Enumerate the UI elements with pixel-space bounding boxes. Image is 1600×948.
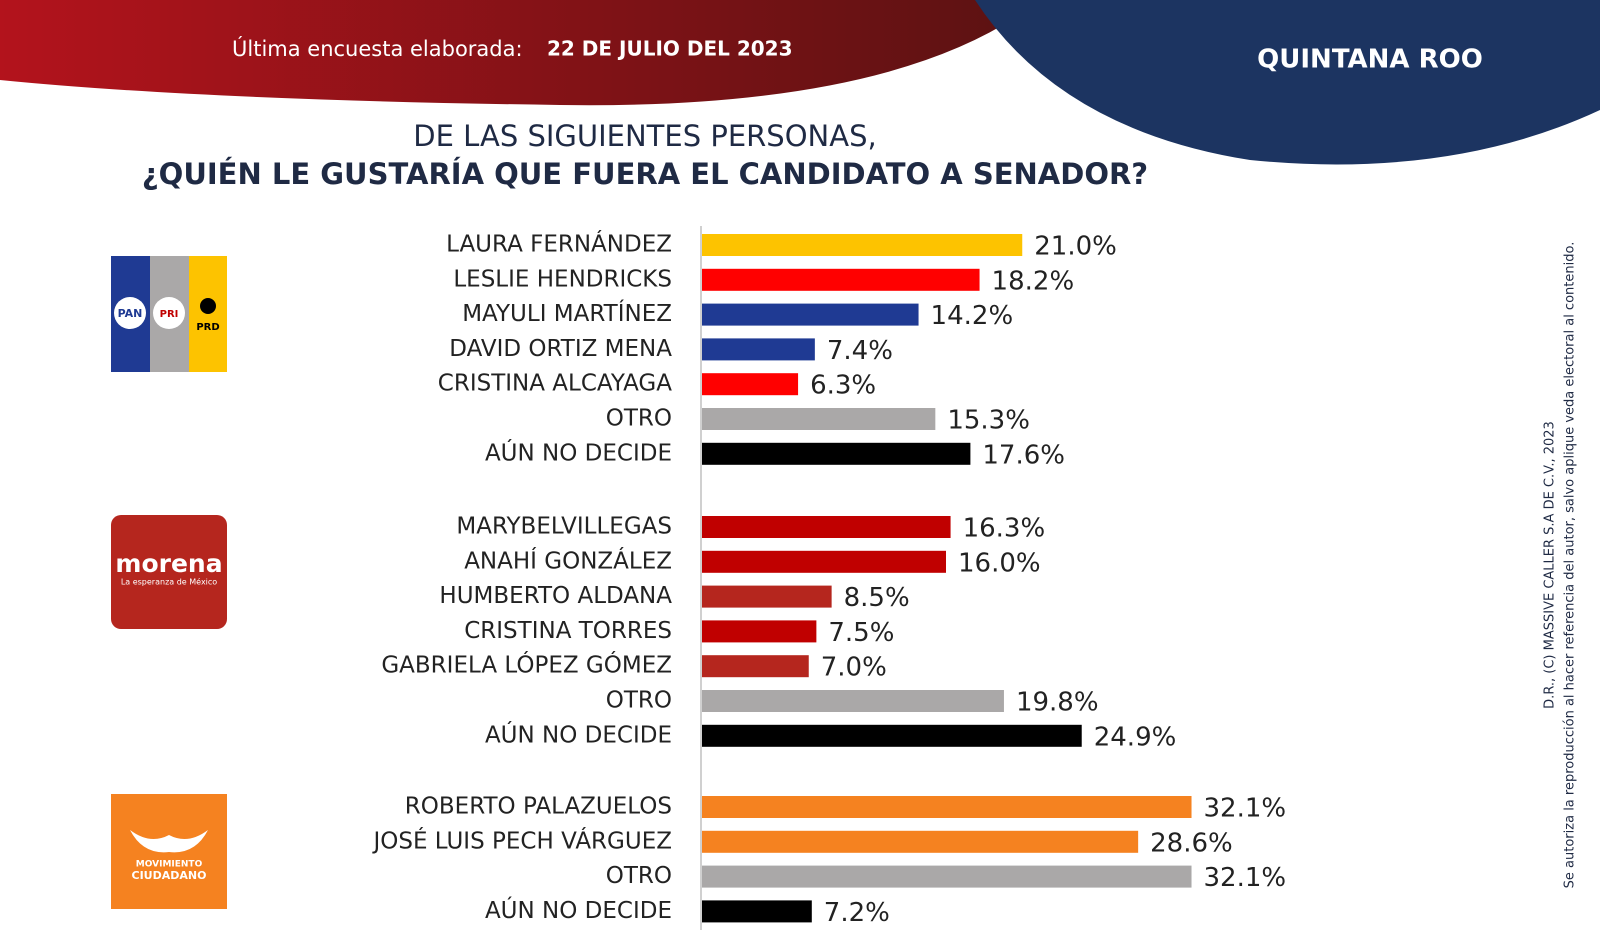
value-label: 16.0% [958, 548, 1041, 578]
category-label: MARYBELVILLEGAS [456, 514, 672, 540]
title-line2: ¿QUIÉN LE GUSTARÍA QUE FUERA EL CANDIDAT… [142, 157, 1148, 191]
value-label: 7.4% [827, 336, 893, 366]
bar [702, 338, 815, 361]
category-label: GABRIELA LÓPEZ GÓMEZ [381, 651, 672, 679]
pan-pri-prd-logo: PAN PRI PRD [111, 256, 227, 372]
logo-pri: PRI [160, 309, 179, 320]
logo-mc-line2: CIUDADANO [132, 869, 207, 882]
value-label: 32.1% [1204, 863, 1287, 893]
bar [702, 865, 1192, 888]
value-label: 8.5% [844, 583, 910, 613]
bar [702, 796, 1192, 818]
bar [702, 408, 936, 430]
category-label: AÚN NO DECIDE [485, 438, 672, 466]
category-label: OTRO [606, 406, 672, 432]
logo-mc-line1: MOVIMIENTO [136, 860, 203, 870]
bar [702, 724, 1082, 747]
category-label: CRISTINA ALCAYAGA [438, 371, 672, 397]
logo-prd: PRD [196, 322, 219, 333]
category-label: LAURA FERNÁNDEZ [446, 230, 672, 258]
bar [702, 655, 809, 678]
value-label: 24.9% [1094, 722, 1177, 752]
value-label: 32.1% [1204, 794, 1287, 824]
title-line1: DE LAS SIGUIENTES PERSONAS, [413, 119, 876, 153]
logo-prd-sun [200, 298, 216, 314]
value-label: 21.0% [1034, 232, 1117, 262]
bar [702, 900, 812, 923]
value-label: 15.3% [947, 406, 1030, 436]
category-label: LESLIE HENDRICKS [453, 266, 672, 292]
value-label: 17.6% [982, 440, 1065, 470]
category-label: ANAHÍ GONZÁLEZ [464, 546, 672, 574]
logo-pan-circle [114, 297, 146, 329]
category-label: ROBERTO PALAZUELOS [405, 794, 672, 820]
header-circle [975, 0, 1600, 165]
header-band [0, 0, 1040, 106]
value-label: 16.3% [963, 514, 1046, 544]
category-label: OTRO [606, 863, 672, 889]
value-label: 14.2% [931, 301, 1014, 331]
value-label: 18.2% [992, 266, 1075, 296]
logo-pan: PAN [118, 307, 143, 320]
logo-morena: morena [115, 549, 222, 578]
survey-label: Última encuesta elaborada: [232, 36, 523, 61]
logo-morena-bg [111, 515, 227, 629]
bar [702, 550, 946, 573]
state: QUINTANA ROO [1257, 45, 1483, 75]
copyright-line1: D.R., (C) MASSIVE CALLER S.A DE C.V., 20… [1543, 421, 1558, 709]
logo-pri-circle [153, 297, 185, 329]
bar [702, 234, 1023, 256]
value-label: 7.5% [828, 618, 894, 648]
bar [702, 690, 1004, 712]
category-label: HUMBERTO ALDANA [439, 583, 672, 609]
category-label: JOSÉ LUIS PECH VÁRGUEZ [371, 826, 672, 854]
category-label: AÚN NO DECIDE [485, 896, 672, 924]
bar [702, 303, 919, 326]
value-label: 7.2% [824, 898, 890, 928]
copyright-line2: Se autoriza la reproducción al hacer ref… [1563, 242, 1578, 889]
bar [702, 620, 817, 643]
bar [702, 268, 980, 291]
survey-date: 22 DE JULIO DEL 2023 [547, 37, 793, 61]
morena-logo: morena La esperanza de México [111, 515, 227, 629]
value-label: 7.0% [821, 653, 887, 683]
logo-morena-tagline: La esperanza de México [121, 577, 217, 587]
category-label: DAVID ORTIZ MENA [449, 336, 672, 362]
bar [702, 830, 1139, 853]
category-label: MAYULI MARTÍNEZ [462, 299, 672, 327]
value-label: 28.6% [1150, 828, 1233, 858]
category-label: CRISTINA TORRES [464, 618, 672, 644]
category-label: AÚN NO DECIDE [485, 720, 672, 748]
bar [702, 373, 799, 396]
value-label: 19.8% [1016, 688, 1099, 718]
bar [702, 442, 971, 465]
mc-logo: MOVIMIENTO CIUDADANO [111, 794, 227, 909]
bar [702, 516, 951, 538]
logo-mc-eagle [130, 830, 208, 853]
category-label: OTRO [606, 688, 672, 714]
value-label: 6.3% [810, 371, 876, 401]
bar [702, 585, 832, 608]
